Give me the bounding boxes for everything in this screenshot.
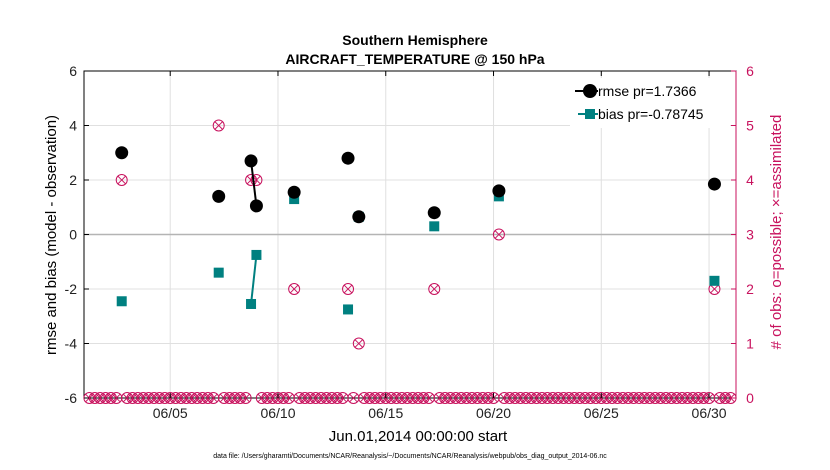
y-tick-label: 6 [69, 63, 77, 79]
data-layer [83, 119, 737, 404]
y-right-tick-label: 5 [746, 118, 754, 134]
legend-rmse-label: rmse pr=1.7366 [598, 83, 697, 99]
obs-assimilated-x [214, 121, 223, 130]
obs-assimilated-x [209, 393, 218, 403]
legend-bias-label: bias pr=-0.78745 [598, 106, 704, 122]
obs-possible-circle [288, 283, 301, 295]
rmse-point [352, 210, 366, 224]
y-axis-right-label: # of obs: o=possible; ×=assimilated [768, 115, 785, 350]
rmse-point [707, 177, 721, 191]
obs-assimilated-x [117, 175, 126, 185]
y-right-tick-label: 6 [746, 63, 754, 79]
obs-possible-circle [428, 283, 441, 295]
y-tick-label: -4 [65, 336, 78, 352]
obs-count-marker [342, 283, 355, 295]
y-tick-label: 4 [69, 118, 77, 134]
y-axis-label: rmse and bias (model - observation) [43, 115, 60, 355]
legend-box [570, 78, 730, 128]
obs-possible-circle [250, 174, 263, 186]
legend-rmse-marker [583, 84, 597, 98]
y-tick-label: 0 [69, 227, 77, 243]
rmse-point [244, 154, 258, 168]
bias-line-segment [250, 254, 258, 305]
obs-possible-circle [352, 337, 365, 350]
bias-point [289, 194, 300, 205]
obs-possible-circle [342, 283, 355, 295]
obs-count-marker [115, 174, 128, 186]
obs-assimilated-x [354, 339, 363, 348]
x-tick-label: 06/25 [584, 405, 619, 421]
obs-assimilated-x [710, 284, 719, 294]
obs-assimilated-x [284, 393, 293, 403]
obs-assimilated-x [343, 284, 353, 294]
rmse-point [341, 151, 355, 165]
obs-count-marker [428, 283, 441, 295]
legend: rmse pr=1.7366 bias pr=-0.78745 [570, 78, 730, 128]
chart-subtitle: AIRCRAFT_TEMPERATURE @ 150 hPa [285, 51, 544, 67]
y-tick-label: 2 [69, 172, 77, 188]
y-tick-label: -2 [65, 281, 78, 297]
x-axis-label: Jun.01,2014 00:00:00 start [329, 428, 508, 445]
rmse-point [249, 199, 263, 213]
obs-assimilated-x [349, 393, 358, 403]
legend-bias-marker [585, 109, 595, 119]
data-file-footnote: data file: /Users/gharamti/Documents/NCA… [213, 453, 607, 460]
rmse-point [212, 189, 226, 203]
obs-possible-circle [492, 228, 505, 241]
axes: 06/05 06/10 06/15 06/20 06/25 06/30 -6 -4 -2 0 2 4 6… [65, 63, 755, 421]
chart-title: Southern Hemisphere [342, 32, 488, 48]
x-tick-label: 06/30 [692, 405, 727, 421]
obs-assimilated-x [241, 393, 250, 403]
bias-point [213, 267, 224, 278]
y-tick-label: -6 [65, 390, 78, 406]
obs-possible-circle [115, 174, 128, 186]
obs-count-marker [492, 228, 505, 241]
y-right-tick-label: 4 [746, 172, 754, 188]
x-tick-label: 06/10 [260, 405, 295, 421]
x-tick-label: 06/20 [476, 405, 511, 421]
y-right-tick-label: 0 [746, 390, 754, 406]
rmse-line-segment [250, 160, 258, 207]
obs-count-marker [352, 337, 365, 350]
obs-assimilated-x [726, 393, 735, 403]
bias-point [116, 296, 127, 307]
bias-point [429, 221, 440, 232]
rmse-point [427, 206, 441, 220]
obs-assimilated-x [112, 393, 121, 403]
rmse-point [492, 184, 506, 198]
bias-point [246, 298, 257, 309]
x-tick-label: 06/15 [368, 405, 403, 421]
y-right-tick-label: 2 [746, 281, 754, 297]
x-tick-label: 06/05 [153, 405, 188, 421]
obs-assimilated-x [338, 393, 347, 403]
y-right-tick-label: 1 [746, 336, 754, 352]
rmse-point [115, 146, 129, 160]
obs-assimilated-x [494, 230, 504, 239]
obs-assimilated-x [289, 284, 299, 294]
obs-count-marker [288, 283, 301, 295]
obs-assimilated-x [424, 393, 434, 403]
obs-count-marker [239, 392, 252, 404]
bias-point [343, 304, 354, 315]
bias-point [709, 275, 720, 286]
obs-count-marker [212, 119, 225, 132]
rmse-point [287, 185, 301, 199]
obs-assimilated-x [430, 284, 439, 294]
obs-possible-circle [212, 119, 225, 132]
obs-possible-circle [239, 392, 252, 404]
y-right-tick-label: 3 [746, 227, 754, 243]
bias-point [251, 249, 262, 260]
